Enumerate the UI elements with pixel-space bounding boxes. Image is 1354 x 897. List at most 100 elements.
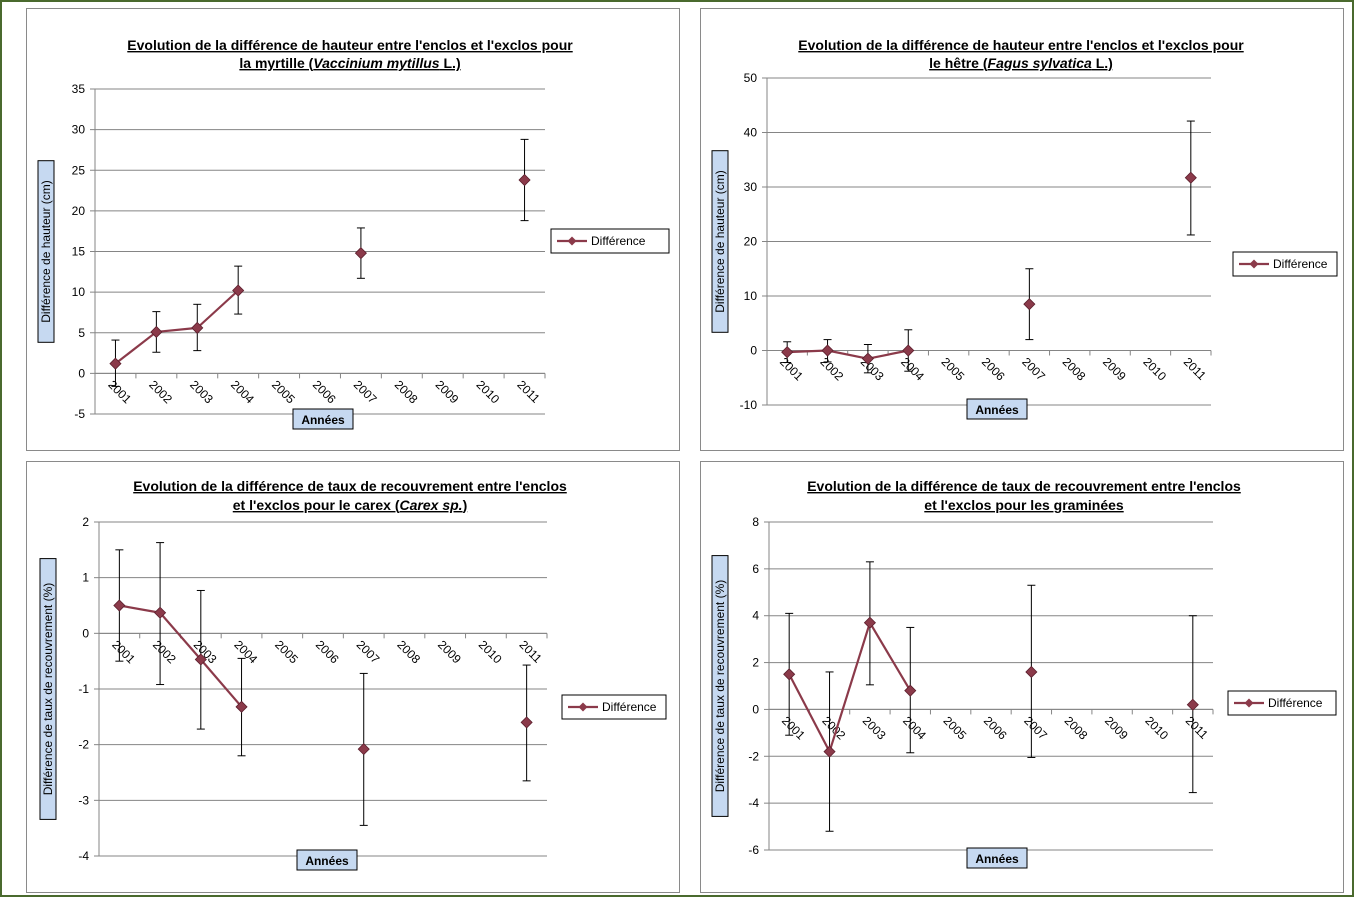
data-point	[113, 599, 126, 612]
y-tick-label: 2	[82, 515, 89, 529]
data-point	[232, 284, 245, 297]
y-tick-label: -5	[74, 407, 85, 421]
y-tick-label: 8	[752, 515, 759, 529]
x-tick-label: 2007	[351, 378, 380, 407]
x-tick-label: 2003	[187, 378, 216, 407]
chart-graminees-svg: Evolution de la différence de taux de re…	[711, 478, 1337, 869]
data-point	[191, 321, 204, 334]
chart-myrtille-svg: Evolution de la différence de hauteur en…	[37, 37, 670, 430]
x-tick-label: 2005	[272, 638, 301, 667]
series-line-segment	[156, 326, 198, 334]
x-tick-label: 2001	[777, 355, 806, 384]
data-point	[904, 684, 917, 697]
x-tick-label: 2004	[900, 714, 929, 743]
y-tick-label: 0	[82, 626, 89, 640]
y-tick-label: 50	[744, 71, 758, 85]
data-point	[1023, 298, 1036, 311]
x-tick-label: 2001	[105, 378, 134, 407]
x-tick-label: 2009	[433, 378, 462, 407]
data-point	[1025, 665, 1038, 679]
chart-title-line1: Evolution de la différence de hauteur en…	[127, 37, 573, 53]
chart-title-line1: Evolution de la différence de hauteur en…	[798, 37, 1244, 53]
y-tick-label: -6	[748, 843, 759, 857]
x-tick-label: 2001	[109, 638, 138, 667]
y-tick-label: 40	[744, 126, 758, 140]
chart-carex-svg: Evolution de la différence de taux de re…	[39, 478, 667, 871]
chart-title-line2: et l'exclos pour les graminées	[924, 497, 1124, 513]
data-point	[823, 745, 836, 758]
x-tick-label: 2008	[392, 378, 421, 407]
x-tick-label: 2002	[817, 355, 846, 384]
x-tick-label: 2005	[941, 714, 970, 743]
y-tick-label: -2	[748, 749, 759, 763]
y-tick-label: -1	[78, 682, 89, 696]
series-line-segment	[788, 673, 831, 753]
x-tick-label: 2009	[1100, 355, 1129, 384]
y-tick-label: -10	[740, 398, 758, 412]
series-line-segment	[159, 612, 202, 661]
data-point	[194, 653, 207, 666]
y-axis-label: Différence de hauteur (cm)	[39, 180, 53, 323]
x-tick-label: 2011	[514, 378, 542, 406]
data-point	[109, 357, 122, 370]
series-line-segment	[868, 622, 912, 692]
x-tick-label: 2002	[150, 638, 179, 667]
chart-title-line2: la myrtille (Vaccinium mytillus L.)	[239, 55, 460, 71]
legend-marker	[1249, 259, 1259, 269]
legend-label: Différence	[1273, 257, 1328, 271]
x-tick-label: 2006	[981, 714, 1010, 743]
x-tick-label: 2011	[1183, 714, 1211, 742]
chart-graminees: Evolution de la différence de taux de re…	[700, 461, 1344, 893]
x-tick-label: 2006	[979, 355, 1008, 384]
x-tick-label: 2005	[269, 378, 298, 407]
x-tick-label: 2002	[146, 378, 175, 407]
x-tick-label: 2001	[779, 714, 808, 743]
x-axis-label: Années	[975, 403, 1019, 417]
x-tick-label: 2008	[394, 638, 423, 667]
chart-carex: Evolution de la différence de taux de re…	[26, 461, 680, 893]
x-tick-label: 2007	[1021, 714, 1050, 743]
data-point	[863, 616, 876, 629]
legend-label: Différence	[602, 700, 657, 714]
x-tick-label: 2009	[1102, 714, 1131, 743]
chart-hetre-svg: Evolution de la différence de hauteur en…	[711, 37, 1338, 420]
chart-hetre: Evolution de la différence de hauteur en…	[700, 8, 1344, 451]
data-point	[354, 247, 367, 260]
x-tick-label: 2004	[898, 355, 927, 384]
data-point	[520, 716, 533, 729]
data-point	[781, 346, 794, 359]
y-tick-label: 5	[78, 326, 85, 340]
data-point	[821, 344, 834, 357]
x-tick-label: 2010	[476, 638, 505, 667]
data-point	[861, 352, 874, 365]
y-tick-label: 30	[72, 123, 86, 137]
legend-marker	[578, 702, 588, 712]
x-axis-label-box	[966, 398, 1028, 420]
x-tick-label: 2006	[313, 638, 342, 667]
data-point	[1184, 171, 1197, 184]
y-tick-label: 0	[750, 344, 757, 358]
data-point	[902, 344, 915, 357]
data-point	[154, 606, 167, 619]
series-line-segment	[867, 349, 909, 360]
x-axis-label-box	[292, 408, 354, 430]
y-tick-label: 35	[72, 82, 86, 96]
y-axis-label-box	[711, 555, 729, 817]
x-tick-label: 2004	[231, 638, 260, 667]
series-line-segment	[827, 349, 869, 360]
x-tick-label: 2005	[939, 355, 968, 384]
chart-title-line1: Evolution de la différence de taux de re…	[133, 478, 567, 494]
legend-label: Différence	[1268, 696, 1323, 710]
x-axis-label: Années	[305, 854, 349, 868]
x-axis-label-box	[296, 849, 358, 871]
y-tick-label: 20	[744, 235, 758, 249]
x-tick-label: 2003	[860, 714, 889, 743]
x-tick-label: 2007	[1019, 355, 1048, 384]
y-axis-label-box	[711, 150, 729, 333]
y-axis-label: Différence de taux de recouvrement (%)	[713, 580, 727, 793]
chart-title-line2: et l'exclos pour le carex (Carex sp.)	[233, 497, 467, 513]
y-tick-label: 0	[752, 702, 759, 716]
x-tick-label: 2010	[1140, 355, 1169, 384]
x-tick-label: 2011	[517, 638, 545, 666]
